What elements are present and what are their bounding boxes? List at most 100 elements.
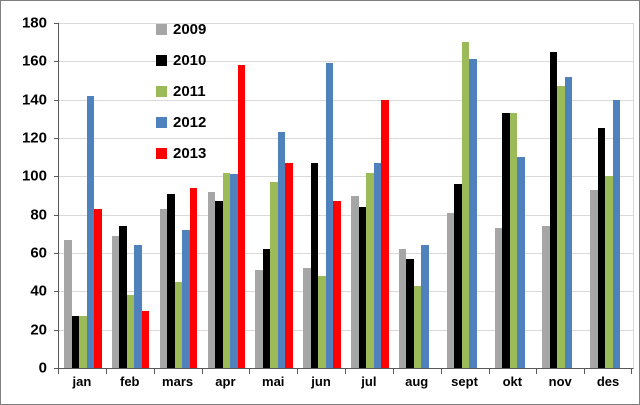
- y-axis-tick-180: [54, 23, 58, 24]
- gridline-140: [59, 99, 633, 101]
- bar-2012-aug: [421, 245, 429, 368]
- gridline-160: [59, 61, 633, 63]
- x-axis-label-jan: jan: [72, 374, 92, 389]
- bar-2013-mars: [189, 187, 198, 368]
- bar-2013-apr: [237, 65, 246, 368]
- gridline-100: [59, 176, 633, 178]
- bar-2009-feb: [111, 235, 120, 368]
- bar-2011-apr: [222, 172, 231, 368]
- bar-2009-nov: [542, 226, 550, 368]
- x-axis-label-apr: apr: [215, 374, 236, 389]
- bar-group-nov: [537, 23, 585, 368]
- x-axis-tick-7: [392, 369, 394, 374]
- legend-item-2011: 2011: [156, 84, 206, 99]
- x-axis-label-jun: jun: [311, 374, 331, 389]
- bar-2009-jun: [303, 268, 311, 368]
- bar-2010-jun: [310, 162, 319, 368]
- bar-2011-jul: [366, 172, 374, 368]
- bar-2013-jan: [94, 208, 102, 368]
- x-axis-tick-4: [249, 369, 251, 374]
- x-axis-label-sept: sept: [451, 374, 478, 389]
- y-axis-label-0: 0: [38, 359, 47, 377]
- gridline-180: [59, 23, 633, 24]
- bar-2009-des: [590, 189, 598, 368]
- x-axis-tick-6: [345, 369, 346, 374]
- y-axis-tick-0: [54, 368, 58, 369]
- legend-swatch-2010: [156, 55, 167, 66]
- x-axis-tick-1: [105, 369, 107, 374]
- bar-groups: [59, 23, 633, 368]
- y-axis-tick-40: [54, 291, 58, 293]
- bar-2011-jan: [79, 316, 87, 368]
- bar-2009-sept: [446, 212, 455, 368]
- bar-2011-mai: [270, 182, 278, 368]
- bar-2009-apr: [207, 191, 216, 368]
- x-axis-tick-8: [440, 369, 442, 374]
- bar-group-aug: [394, 23, 442, 368]
- y-axis-label-60: 60: [30, 244, 47, 262]
- bar-2013-mai: [285, 162, 293, 368]
- x-axis-tick-3: [201, 369, 203, 374]
- bar-2011-mars: [174, 281, 183, 368]
- plot-area: [58, 23, 634, 369]
- legend-swatch-2011: [156, 86, 167, 97]
- legend-label-2012: 2012: [173, 114, 207, 131]
- legend-swatch-2009: [156, 24, 167, 35]
- bar-2009-jan: [64, 239, 72, 368]
- bar-2011-nov: [557, 86, 565, 368]
- bar-group-jul: [346, 23, 394, 368]
- y-axis-label-160: 160: [21, 52, 47, 70]
- bar-2010-jul: [358, 207, 367, 368]
- legend-item-2012: 2012: [156, 115, 206, 130]
- bar-2012-mai: [277, 132, 286, 368]
- bar-2012-nov: [564, 76, 573, 368]
- legend-label-2010: 2010: [173, 52, 207, 69]
- legend-label-2009: 2009: [173, 21, 207, 38]
- y-axis: 0 20 40 60 80 100 120 140 160 180: [1, 16, 58, 376]
- bar-2012-sept: [469, 59, 477, 368]
- x-axis-labels: jan feb mars apr mai jun jul aug sept okt nov des: [58, 375, 632, 388]
- y-axis-label-20: 20: [30, 321, 47, 339]
- legend: 2009 2010 2011 2012 2013: [156, 22, 206, 161]
- bar-2010-apr: [215, 201, 223, 368]
- bar-group-apr: [202, 23, 250, 368]
- bar-2012-jan: [86, 95, 95, 368]
- bar-2013-feb: [141, 310, 150, 368]
- legend-item-2013: 2013: [156, 146, 206, 161]
- bar-group-mai: [250, 23, 298, 368]
- bar-2012-des: [612, 99, 621, 368]
- bar-group-jun: [298, 23, 346, 368]
- y-axis-tick-20: [54, 329, 58, 331]
- bar-group-des: [585, 23, 633, 368]
- bar-2010-nov: [549, 51, 558, 368]
- y-axis-tick-80: [54, 214, 58, 216]
- legend-item-2010: 2010: [156, 53, 206, 68]
- x-axis-tick-11: [584, 369, 586, 374]
- legend-label-2011: 2011: [173, 83, 206, 100]
- bar-2009-aug: [398, 249, 407, 368]
- y-axis-label-40: 40: [30, 282, 47, 300]
- x-axis-label-okt: okt: [502, 374, 523, 389]
- gridline-20: [59, 329, 633, 331]
- bar-2009-mars: [159, 208, 168, 368]
- x-axis-label-mars: mars: [162, 374, 194, 389]
- x-axis-label-des: des: [596, 374, 620, 389]
- y-axis-label-140: 140: [21, 91, 47, 109]
- x-axis-tick-9: [488, 369, 490, 374]
- bar-2011-des: [605, 176, 613, 368]
- bar-2010-mars: [167, 193, 175, 368]
- y-axis-label-180: 180: [21, 14, 47, 32]
- gridline-120: [59, 138, 633, 140]
- bar-2010-sept: [454, 184, 462, 368]
- bar-2010-des: [597, 128, 606, 368]
- y-axis-label-120: 120: [21, 129, 47, 147]
- bar-2012-feb: [134, 245, 142, 368]
- bar-2010-jan: [71, 316, 80, 368]
- bar-group-jan: [59, 23, 107, 368]
- y-axis-tick-160: [54, 61, 58, 63]
- gridline-40: [59, 291, 633, 293]
- x-axis-label-nov: nov: [548, 374, 572, 389]
- legend-swatch-2013: [156, 148, 167, 159]
- bar-group-sept: [442, 23, 490, 368]
